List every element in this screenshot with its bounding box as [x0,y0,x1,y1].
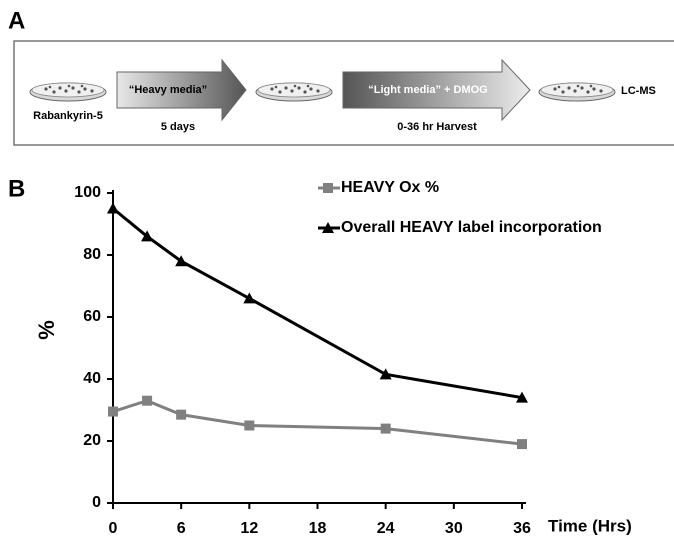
x-tick-label: 12 [240,520,258,537]
marker [107,202,119,214]
x-tick-label: 36 [513,520,531,537]
arrow [342,58,531,122]
panel-label: B [8,175,25,202]
marker [175,255,188,267]
panel-label: A [8,7,25,34]
legend-label: Overall HEAVY label incorporation [341,219,602,236]
marker [141,230,154,242]
petri-dish [255,82,333,102]
series-line [112,399,523,446]
petri-dish [29,82,107,102]
y-tick-label: 80 [83,246,101,263]
x-tick-label: 0 [109,520,118,537]
marker [244,420,255,431]
marker [517,439,527,450]
x-tick-label: 24 [377,520,395,537]
marker [379,368,392,380]
end-label: LC-MS [621,85,656,97]
x-tick-label: 30 [445,520,463,537]
x-tick-label: 6 [177,520,186,537]
legend-marker [323,183,333,193]
marker [176,409,187,420]
marker [142,395,153,406]
legend-marker [322,222,334,233]
marker [380,423,391,434]
petri-dish [538,82,616,102]
x-tick-label: 18 [309,520,327,537]
step-label: “Light media” + DMOG [368,84,487,96]
step-label: “Heavy media” [129,84,207,96]
y-axis-label: % [34,320,59,340]
step-note: 5 days [161,121,195,133]
y-tick-label: 60 [83,308,101,325]
series-line [112,207,523,400]
step-note: 0-36 hr Harvest [397,121,477,133]
arrow [116,58,247,122]
legend-label: HEAVY Ox % [341,179,439,196]
marker [108,406,118,417]
x-axis-label: Time (Hrs) [548,516,632,535]
y-tick-label: 0 [92,494,101,511]
marker [516,391,528,403]
diagram-frame [13,40,674,146]
y-tick-label: 100 [74,184,101,201]
y-tick-label: 20 [83,432,101,449]
marker [243,292,256,304]
start-label: Rabankyrin-5 [33,110,103,122]
y-tick-label: 40 [83,370,101,387]
